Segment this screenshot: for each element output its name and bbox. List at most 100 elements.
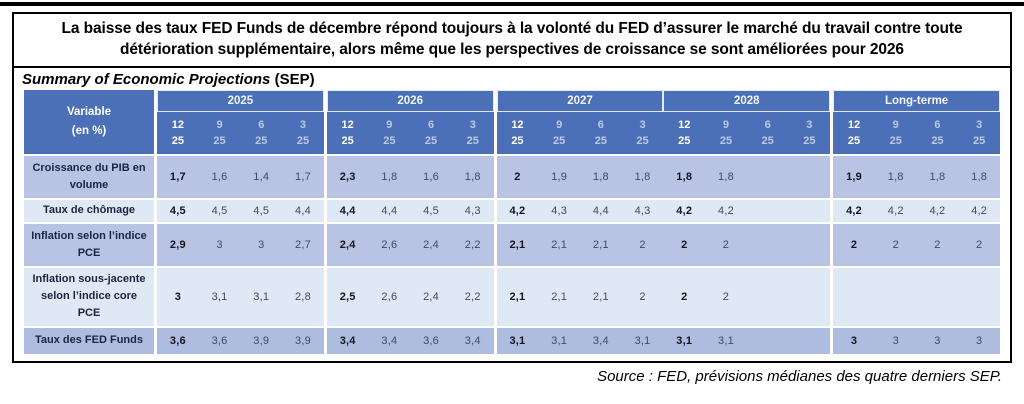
month-bottom: 25 bbox=[973, 135, 986, 148]
value-group: 2,3 1,8 1,6 1,8 bbox=[326, 155, 494, 198]
month-bottom: 25 bbox=[213, 135, 226, 148]
month-header-cell: 9 25 bbox=[538, 112, 580, 154]
value-cell: 4,3 bbox=[551, 204, 568, 217]
value-cell: 3 bbox=[258, 238, 265, 251]
value-cell: 1,8 bbox=[634, 170, 651, 183]
month-top: 6 bbox=[597, 119, 604, 132]
value-cell: 1,8 bbox=[887, 170, 904, 183]
value-cell: 4,4 bbox=[381, 204, 398, 217]
value-cell: 1,6 bbox=[211, 170, 228, 183]
value-cell: 3,4 bbox=[464, 334, 481, 347]
column-separator bbox=[830, 223, 834, 266]
column-separator bbox=[493, 327, 497, 354]
month-header-cell: 12 25 bbox=[833, 112, 875, 154]
variable-header-cell: Variable (en %) bbox=[24, 89, 154, 154]
column-separator bbox=[323, 155, 327, 198]
value-cell bbox=[789, 268, 831, 326]
month-bottom: 25 bbox=[594, 135, 607, 148]
value-cell: 4,3 bbox=[634, 204, 651, 217]
month-bottom: 25 bbox=[171, 135, 184, 148]
variable-header-line: Variable bbox=[66, 106, 112, 119]
month-row: 12 25 9 25 6 25 3 25 bbox=[327, 112, 494, 154]
month-header-cell: 12 25 bbox=[157, 112, 199, 154]
month-bottom: 25 bbox=[383, 135, 396, 148]
value-cell: 3,6 bbox=[169, 334, 186, 347]
value-cell: 2 bbox=[722, 290, 730, 303]
value-cell: 3 bbox=[850, 334, 858, 347]
value-cell bbox=[917, 268, 959, 326]
value-cell: 3,4 bbox=[381, 334, 398, 347]
value-cell: 1,8 bbox=[971, 170, 988, 183]
value-cell: 3,4 bbox=[592, 334, 609, 347]
table-title-italic: Summary of Economic Projections bbox=[22, 70, 271, 88]
value-cell: 2,1 bbox=[592, 238, 609, 251]
month-bottom: 25 bbox=[636, 135, 649, 148]
month-top: 3 bbox=[806, 119, 813, 132]
value-cell: 2,1 bbox=[551, 238, 568, 251]
month-top: 12 bbox=[171, 119, 184, 132]
value-cell bbox=[833, 268, 875, 326]
month-top: 9 bbox=[892, 119, 899, 132]
value-cell: 2,1 bbox=[551, 290, 568, 303]
year-row: 2025 bbox=[157, 89, 324, 112]
month-bottom: 25 bbox=[511, 135, 524, 148]
value-group: 2,5 2,6 2,4 2,2 bbox=[326, 267, 494, 326]
month-header-cell: 3 25 bbox=[452, 112, 494, 154]
month-top: 9 bbox=[216, 119, 223, 132]
year-header-cell: 2027 bbox=[496, 89, 664, 112]
value-cell: 2,4 bbox=[423, 238, 439, 251]
column-separator bbox=[493, 155, 497, 198]
value-cell: 2,6 bbox=[381, 238, 398, 251]
value-cell: 4,5 bbox=[211, 204, 228, 217]
table-row: Taux des FED Funds 3,6 3,6 3,9 3,9 3,4 3,4 3,6 3… bbox=[24, 327, 1000, 354]
column-separator bbox=[830, 89, 834, 154]
row-label-cell: Croissance du PIB en volume bbox=[24, 155, 154, 198]
column-separator bbox=[154, 327, 157, 354]
month-top: 3 bbox=[299, 119, 307, 132]
month-bottom: 25 bbox=[553, 135, 566, 148]
value-group: 4,2 4,2 4,2 4,2 bbox=[833, 199, 1000, 222]
month-header-cell: 9 25 bbox=[705, 112, 747, 154]
value-cell: 2 bbox=[850, 238, 858, 251]
value-cell: 1,9 bbox=[846, 170, 862, 183]
value-cell: 4,2 bbox=[718, 204, 734, 217]
month-header-cell: 6 25 bbox=[240, 112, 282, 154]
value-cell bbox=[789, 224, 831, 266]
value-cell: 1,8 bbox=[929, 170, 946, 183]
value-cell: 4,5 bbox=[423, 204, 439, 217]
value-cell: 3 bbox=[216, 238, 223, 251]
month-bottom: 25 bbox=[296, 135, 310, 148]
value-cell: 3,1 bbox=[718, 334, 734, 347]
month-header-cell: 6 25 bbox=[410, 112, 452, 154]
value-cell: 4,2 bbox=[971, 204, 988, 217]
value-cell: 2,2 bbox=[464, 238, 481, 251]
month-row: 12 25 9 25 6 25 3 25 12 25 9 25 6 25 3 25 bbox=[497, 112, 831, 154]
value-cell: 2 bbox=[514, 170, 521, 183]
value-cell: 1,7 bbox=[169, 170, 186, 183]
column-separator bbox=[154, 155, 157, 198]
value-cell: 3,1 bbox=[634, 334, 651, 347]
month-top: 3 bbox=[469, 119, 476, 132]
value-group: 2 2 2 2 bbox=[833, 223, 1000, 266]
month-row: 12 25 9 25 6 25 3 25 bbox=[833, 112, 1000, 154]
table-row: Taux de chômage 4,5 4,5 4,5 4,4 4,4 4,4 4,5 4,3 4… bbox=[24, 199, 1000, 222]
value-cell: 1,8 bbox=[464, 170, 481, 183]
column-separator bbox=[830, 327, 834, 354]
column-separator bbox=[154, 223, 157, 266]
value-cell bbox=[747, 224, 789, 266]
month-bottom: 25 bbox=[255, 135, 268, 148]
value-cell: 2,5 bbox=[339, 290, 356, 303]
month-header-cell: 9 25 bbox=[875, 112, 917, 154]
month-top: 3 bbox=[639, 119, 646, 132]
month-top: 12 bbox=[341, 119, 354, 132]
value-cell: 1,8 bbox=[592, 170, 609, 183]
month-top: 6 bbox=[764, 119, 771, 132]
value-cell: 2,9 bbox=[169, 238, 186, 251]
column-separator bbox=[323, 267, 327, 326]
table-header-row: Variable (en %) 2025 12 25 9 25 6 25 3 25 2026 12 25 9… bbox=[24, 89, 1000, 154]
value-cell: 3 bbox=[975, 334, 983, 347]
year-group: 2026 12 25 9 25 6 25 3 25 bbox=[326, 89, 494, 154]
month-top: 12 bbox=[511, 119, 524, 132]
row-label-cell: Inflation sous-jacente selon l’indice co… bbox=[24, 267, 154, 326]
value-cell: 2 bbox=[722, 238, 730, 251]
